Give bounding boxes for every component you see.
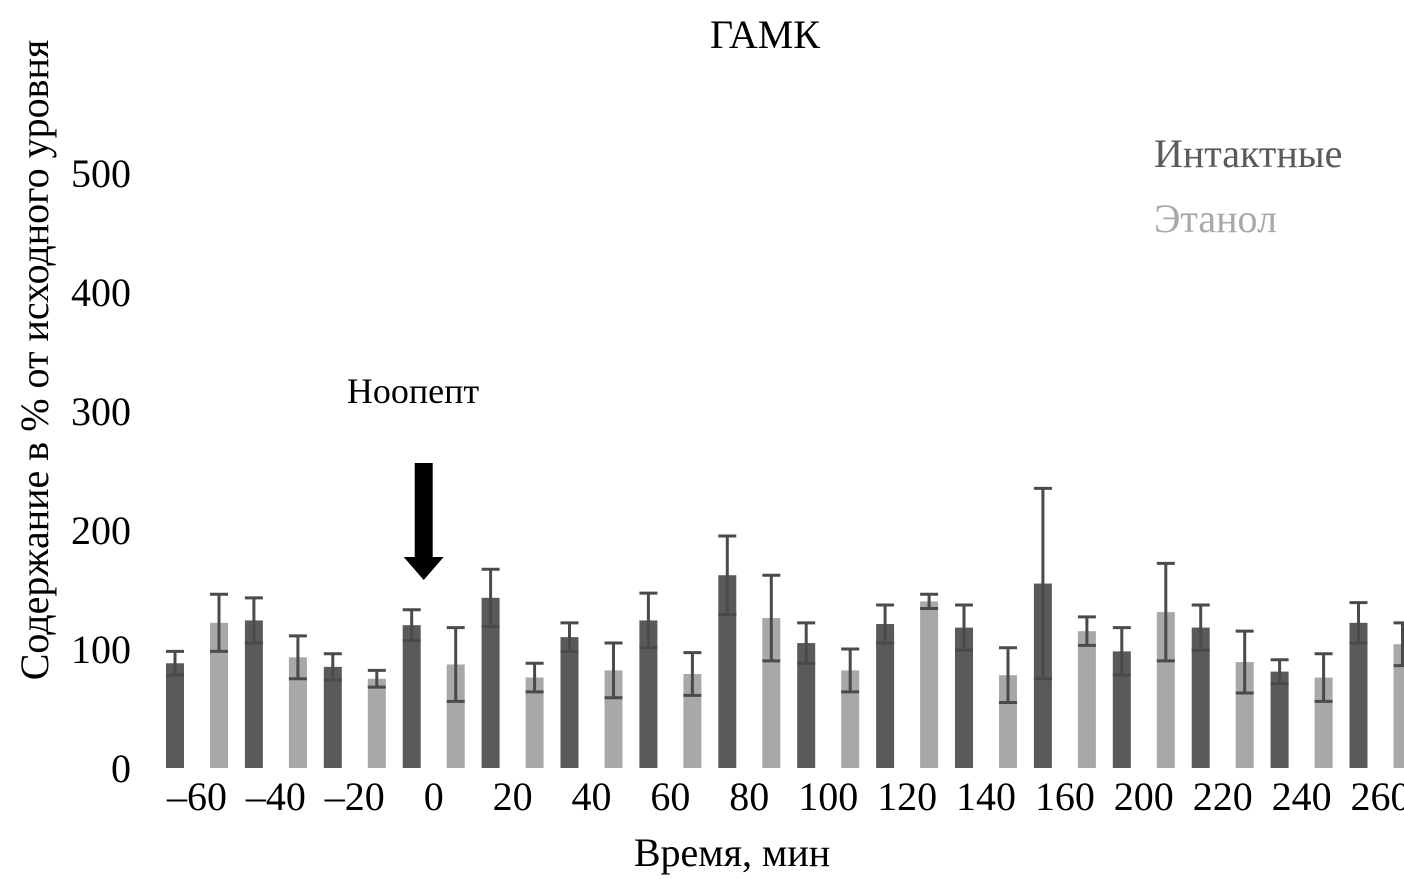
y-tick-label: 300 (71, 389, 131, 434)
bar (166, 663, 184, 768)
x-tick-label: –20 (324, 774, 385, 819)
annotation-noopept: Ноопепт (347, 371, 480, 411)
x-tick-label: 120 (877, 774, 937, 819)
bar (876, 624, 895, 768)
bar (323, 666, 342, 768)
bar (210, 622, 228, 768)
bar (718, 575, 737, 768)
bar (1235, 662, 1254, 768)
bar (1393, 644, 1404, 768)
bar (525, 677, 544, 768)
bar (955, 627, 973, 768)
bar (762, 618, 781, 768)
annotation-layer: Ноопепт (347, 371, 480, 580)
bar (446, 664, 465, 768)
bars-layer (166, 486, 1404, 768)
bar (1112, 651, 1131, 768)
x-tick-label: –40 (245, 774, 306, 819)
bar (683, 673, 702, 768)
x-tick-label: 40 (572, 774, 612, 819)
down-arrow-icon (403, 463, 444, 580)
y-tick-label: 0 (111, 746, 131, 791)
bar (560, 637, 579, 768)
bar (1349, 622, 1368, 768)
legend: Интактные Этанол (1154, 131, 1342, 241)
bar (288, 657, 307, 768)
x-tick-label: 240 (1272, 774, 1332, 819)
legend-item-intact: Интактные (1154, 131, 1342, 176)
bar (1270, 671, 1289, 768)
legend-item-ethanol: Этанол (1154, 196, 1277, 241)
y-tick-label: 200 (71, 508, 131, 553)
y-axis-ticks: 0 100 200 300 400 500 (71, 151, 131, 791)
x-tick-label: 100 (798, 774, 858, 819)
bar (797, 643, 816, 768)
x-tick-label: 160 (1035, 774, 1095, 819)
x-tick-label: 260 (1351, 774, 1404, 819)
x-tick-label: –60 (166, 774, 227, 819)
x-tick-label: 60 (650, 774, 690, 819)
y-tick-label: 400 (71, 270, 131, 315)
x-axis-label: Время, мин (634, 830, 830, 875)
bar (999, 675, 1017, 768)
bar (244, 620, 263, 768)
x-tick-label: 140 (956, 774, 1016, 819)
bar (639, 620, 658, 768)
bar (920, 601, 939, 768)
x-tick-label: 0 (424, 774, 444, 819)
y-tick-label: 100 (71, 627, 131, 672)
x-tick-label: 20 (493, 774, 533, 819)
y-tick-label: 500 (71, 151, 131, 196)
bar (402, 625, 421, 768)
bar (481, 597, 500, 768)
bar (1077, 631, 1096, 768)
y-axis-label: Содержание в % от исходного уровня (12, 40, 57, 681)
x-axis-ticks: –60 –40 –20 0 20 40 60 80 100 120 140 160 200 220 240 2… (166, 774, 1404, 819)
x-tick-label: 220 (1193, 774, 1253, 819)
bar (1156, 612, 1175, 768)
bar (841, 670, 860, 768)
x-tick-label: 200 (1114, 774, 1174, 819)
bar (604, 670, 623, 768)
x-tick-label: 80 (729, 774, 769, 819)
chart-title: ГАМК (710, 12, 820, 57)
bar (367, 678, 386, 768)
bar (1191, 627, 1210, 768)
